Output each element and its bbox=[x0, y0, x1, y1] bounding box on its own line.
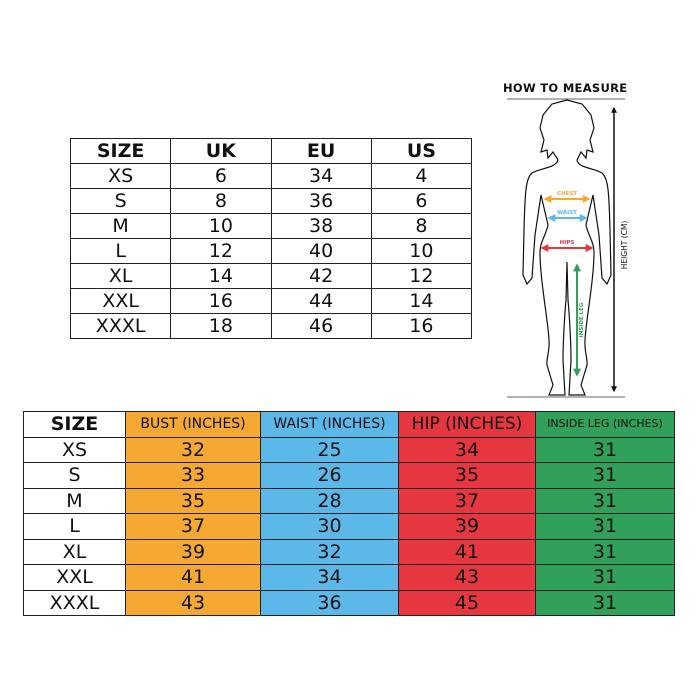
table-row: L 37 30 39 31 bbox=[23, 513, 675, 540]
table-cell: 12 bbox=[170, 238, 272, 264]
table-cell: 12 bbox=[370, 263, 473, 289]
table-cell: 44 bbox=[270, 288, 372, 314]
table-cell: 25 bbox=[260, 436, 399, 463]
table-cell: 43 bbox=[125, 589, 261, 616]
table-cell: M bbox=[23, 487, 126, 514]
table-cell: 10 bbox=[170, 213, 272, 239]
table-cell: 45 bbox=[398, 589, 536, 616]
table-cell: 6 bbox=[370, 188, 473, 214]
table-cell: 46 bbox=[270, 313, 372, 339]
table-cell: 31 bbox=[535, 589, 675, 616]
table-cell: 32 bbox=[125, 436, 261, 463]
size-conversion-table: SIZE UK EU US XS 6 34 4 S 8 36 6 M 10 38 8 L 12 40 10 XL 14 4… bbox=[69, 138, 473, 339]
table-row: XXXL 43 36 45 31 bbox=[23, 589, 675, 616]
table-cell: 28 bbox=[260, 487, 399, 514]
table-row: XS 32 25 34 31 bbox=[23, 436, 675, 463]
table-cell: S bbox=[69, 188, 172, 214]
table-cell: 26 bbox=[260, 462, 399, 489]
column-header: BUST (INCHES) bbox=[125, 411, 261, 438]
table-cell: 34 bbox=[398, 436, 536, 463]
table-cell: XXL bbox=[23, 564, 126, 591]
height-label: HEIGHT (CM) bbox=[620, 221, 629, 270]
table-cell: 14 bbox=[170, 263, 272, 289]
table-cell: 41 bbox=[398, 538, 536, 565]
table-row: XXL 41 34 43 31 bbox=[23, 564, 675, 591]
inside-leg-label: INSIDE LEG bbox=[579, 302, 585, 337]
table-cell: 35 bbox=[125, 487, 261, 514]
table-cell: 31 bbox=[535, 538, 675, 565]
table-cell: XL bbox=[23, 538, 126, 565]
table-cell: 30 bbox=[260, 513, 399, 540]
table-row: XL 39 32 41 31 bbox=[23, 538, 675, 565]
table-cell: 39 bbox=[125, 538, 261, 565]
table-cell: 34 bbox=[270, 163, 372, 189]
table-row: XXXL 18 46 16 bbox=[69, 313, 473, 339]
table-row: M 10 38 8 bbox=[69, 213, 473, 239]
column-header: INSIDE LEG (INCHES) bbox=[535, 411, 675, 438]
table-cell: 31 bbox=[535, 436, 675, 463]
table-row: XS 6 34 4 bbox=[69, 163, 473, 189]
table-cell: 4 bbox=[370, 163, 473, 189]
table-cell: M bbox=[69, 213, 172, 239]
chest-label: CHEST bbox=[557, 191, 577, 197]
table-cell: XS bbox=[23, 436, 126, 463]
table-cell: 16 bbox=[170, 288, 272, 314]
head-hair-outline bbox=[539, 99, 595, 161]
body-measurement-table: SIZE BUST (INCHES) WAIST (INCHES) HIP (INCH… bbox=[23, 411, 675, 616]
table-cell: 8 bbox=[170, 188, 272, 214]
table-cell: 31 bbox=[535, 513, 675, 540]
table-cell: 31 bbox=[535, 462, 675, 489]
column-header: HIP (INCHES) bbox=[398, 411, 536, 438]
table-cell: 8 bbox=[370, 213, 473, 239]
hips-label: HIPS bbox=[560, 240, 575, 246]
column-header: US bbox=[370, 138, 473, 164]
table-cell: L bbox=[23, 513, 126, 540]
table-cell: XXXL bbox=[23, 589, 126, 616]
column-header: SIZE bbox=[23, 411, 126, 438]
table-cell: 40 bbox=[270, 238, 372, 264]
table-cell: 37 bbox=[398, 487, 536, 514]
column-header: WAIST (INCHES) bbox=[260, 411, 399, 438]
column-header: UK bbox=[170, 138, 272, 164]
table-cell: XXXL bbox=[69, 313, 172, 339]
table-row: L 12 40 10 bbox=[69, 238, 473, 264]
table-cell: 43 bbox=[398, 564, 536, 591]
table-cell: 34 bbox=[260, 564, 399, 591]
body-outline bbox=[522, 159, 612, 396]
table-cell: L bbox=[69, 238, 172, 264]
table-cell: 18 bbox=[170, 313, 272, 339]
table-row: S 33 26 35 31 bbox=[23, 462, 675, 489]
table-cell: 36 bbox=[260, 589, 399, 616]
table-cell: 33 bbox=[125, 462, 261, 489]
table-cell: 32 bbox=[260, 538, 399, 565]
table-cell: 16 bbox=[370, 313, 473, 339]
table-row: S 8 36 6 bbox=[69, 188, 473, 214]
table-cell: S bbox=[23, 462, 126, 489]
how-to-measure-title: HOW TO MEASURE bbox=[503, 81, 628, 95]
table-cell: 38 bbox=[270, 213, 372, 239]
column-header: SIZE bbox=[69, 138, 172, 164]
table-cell: 36 bbox=[270, 188, 372, 214]
waist-label: WAIST bbox=[557, 210, 577, 216]
